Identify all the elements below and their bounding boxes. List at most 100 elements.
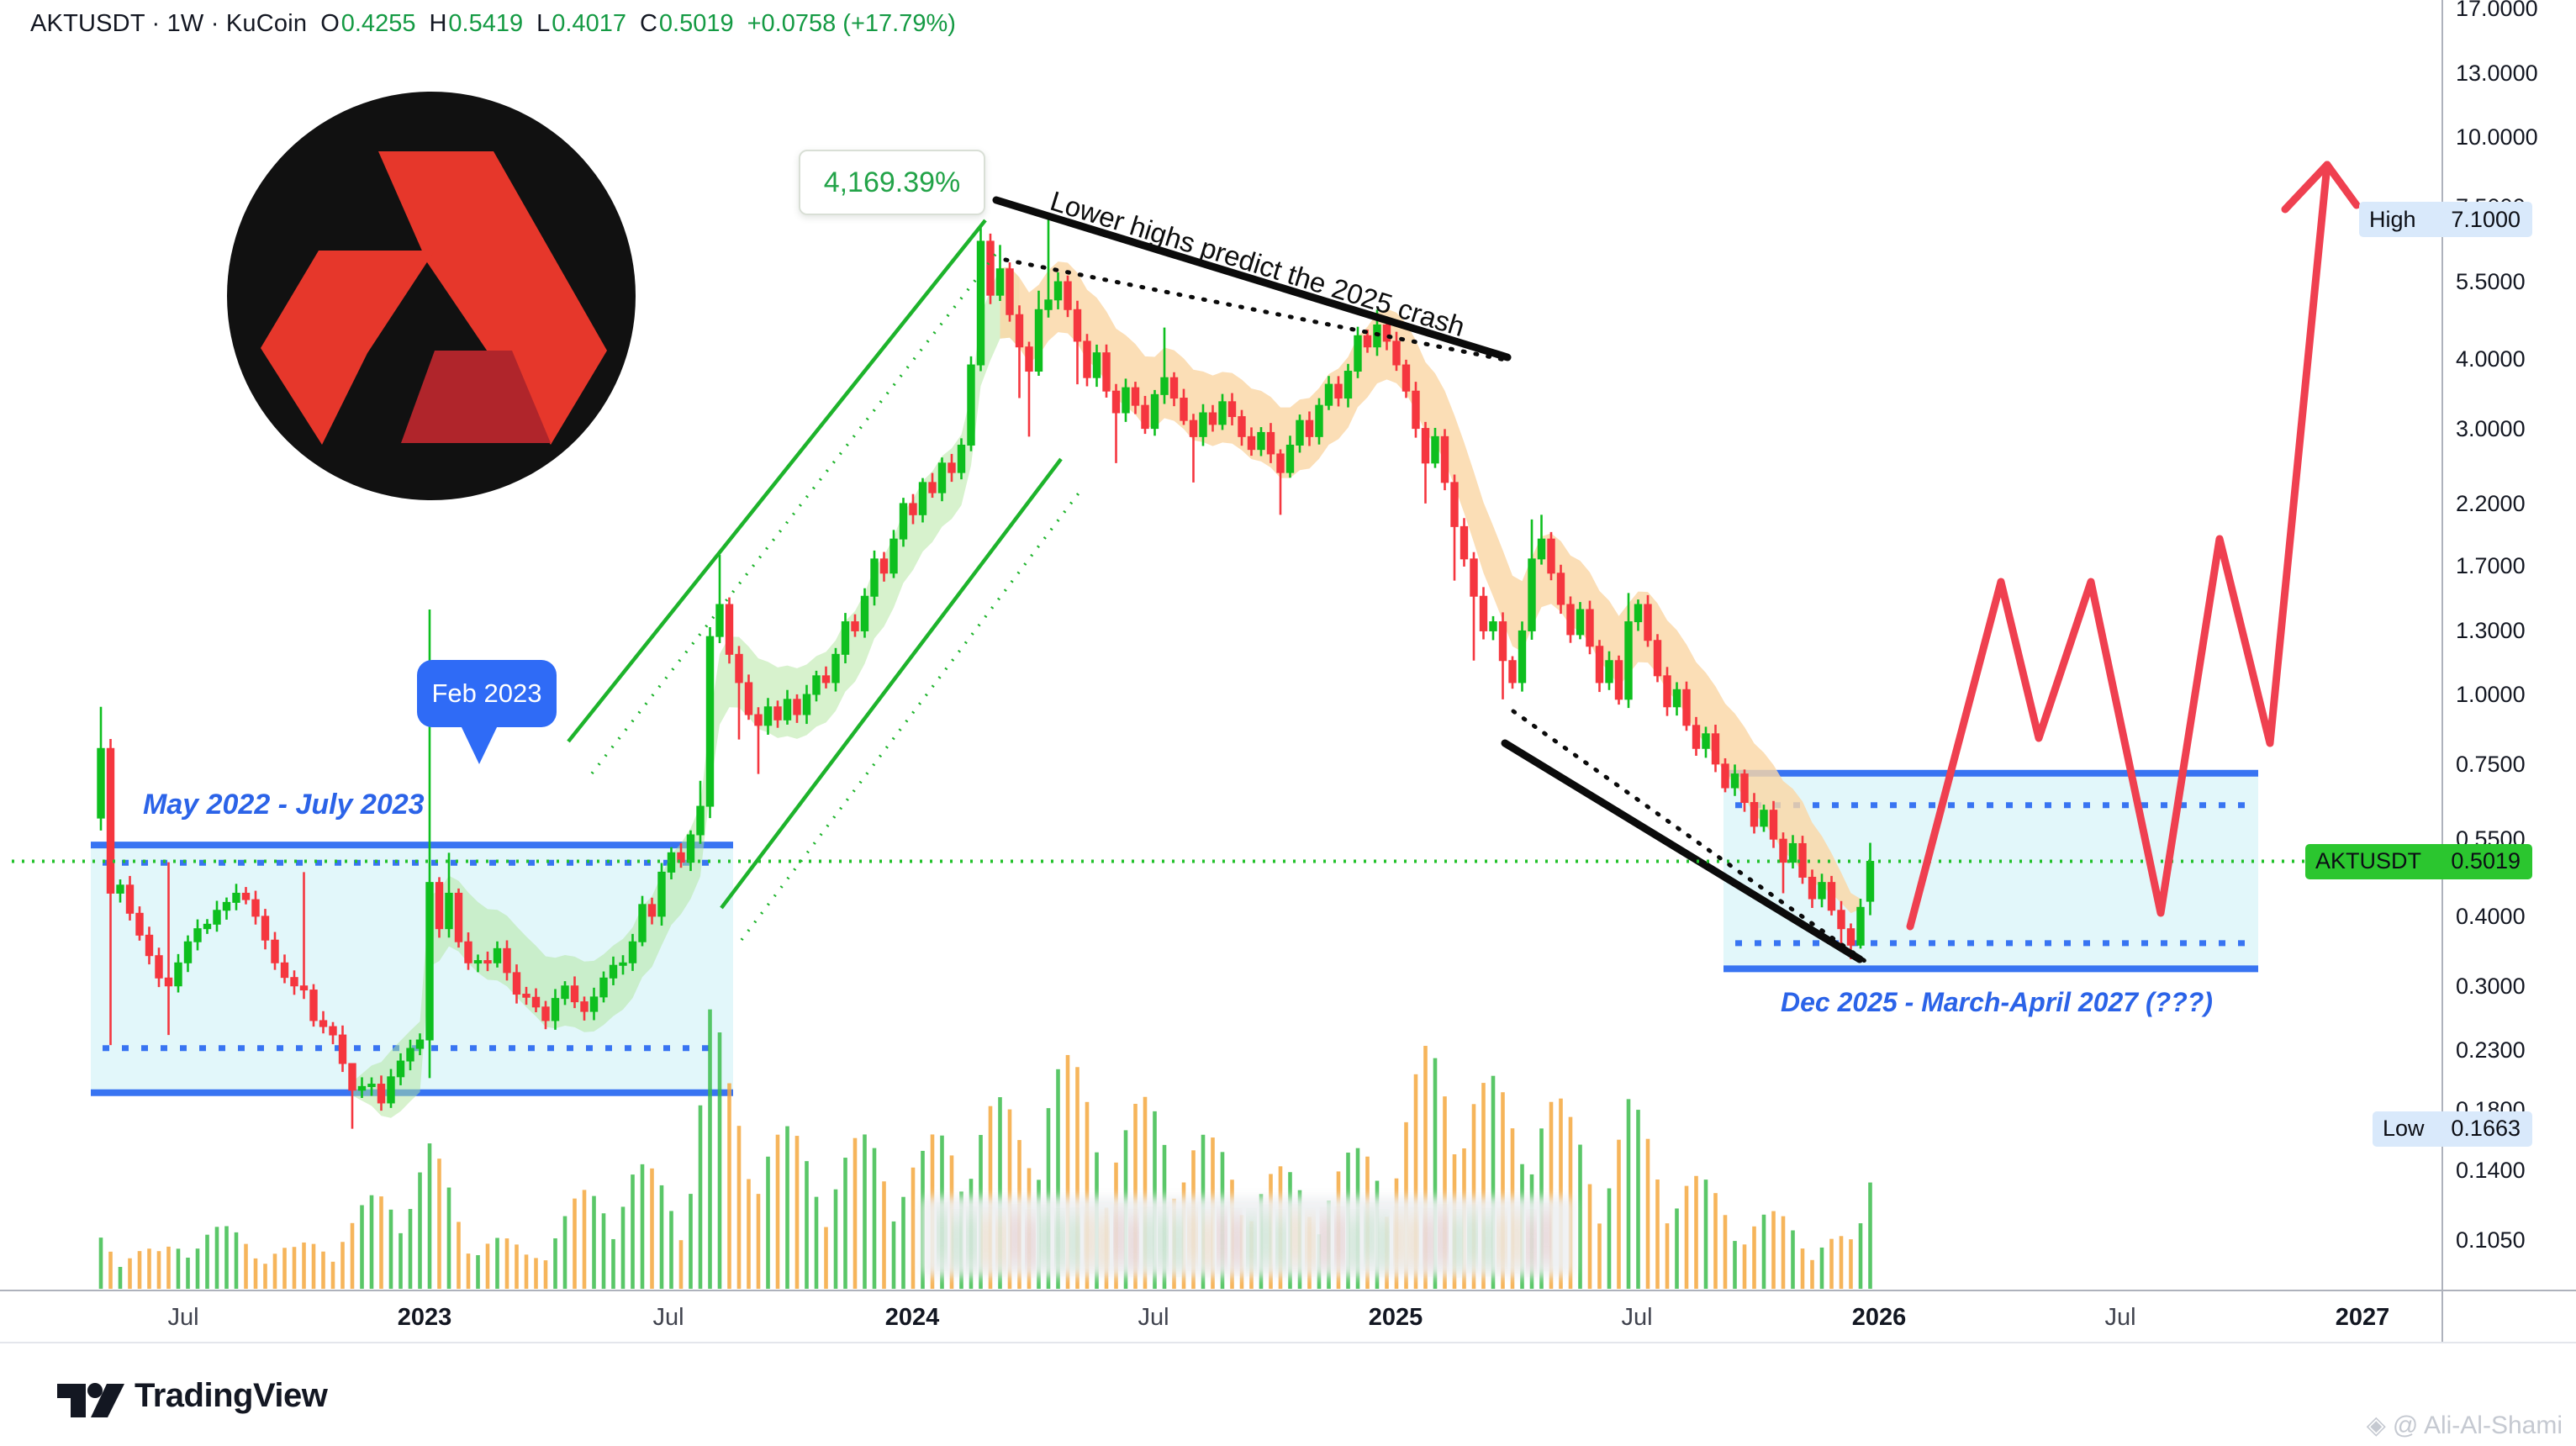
- volume-bar: [1694, 1175, 1698, 1289]
- volume-bar: [620, 1206, 626, 1289]
- candle-down: [735, 653, 743, 683]
- candle-down: [1653, 640, 1662, 677]
- trendline[interactable]: [1511, 709, 1867, 963]
- candle-down: [1711, 733, 1720, 765]
- volume-bar: [814, 1196, 819, 1289]
- candle-down: [1276, 453, 1285, 473]
- feb-2023-callout[interactable]: Feb 2023: [417, 660, 557, 764]
- candle-up: [870, 558, 879, 597]
- year-tick-label: 2027: [2335, 1304, 2390, 1331]
- candle-down: [319, 1020, 328, 1027]
- channel-line[interactable]: [567, 219, 987, 743]
- low-price-badge: Low 0.1663: [2373, 1111, 2532, 1147]
- price-tick-label: 5.5000: [2456, 269, 2526, 295]
- candle-down: [1227, 401, 1237, 418]
- volume-bar: [418, 1172, 422, 1289]
- volume-bar: [717, 1032, 722, 1289]
- volume-bar: [186, 1257, 190, 1289]
- projection-zigzag[interactable]: [1906, 161, 2331, 931]
- volume-bar: [282, 1248, 287, 1289]
- volume-bar: [1491, 1075, 1496, 1289]
- candle-up: [1354, 335, 1362, 372]
- blurred-blob: [1468, 1214, 1476, 1264]
- price-tick-label: 3.0000: [2456, 415, 2526, 441]
- candle-up: [1343, 371, 1353, 399]
- candle-down: [1721, 763, 1729, 789]
- candle-down: [1556, 573, 1565, 605]
- candle-down: [1470, 558, 1478, 597]
- blurred-blob: [1233, 1217, 1241, 1267]
- channel-line[interactable]: [590, 251, 999, 775]
- blurred-blob: [1512, 1215, 1521, 1264]
- channel-line[interactable]: [720, 457, 1063, 910]
- volume-bar: [1065, 1054, 1070, 1289]
- candle-up: [445, 892, 453, 930]
- candle-down: [1837, 910, 1845, 930]
- candle-down: [164, 977, 173, 987]
- candle-down: [1663, 675, 1671, 708]
- volume-bar: [1443, 1096, 1447, 1289]
- tradingview-logo[interactable]: TradingView: [57, 1377, 328, 1415]
- candle-down: [1180, 398, 1188, 421]
- trendline[interactable]: [1003, 257, 1512, 363]
- blurred-blob: [1350, 1218, 1359, 1268]
- candle-down: [986, 240, 995, 296]
- volume-bar: [1655, 1179, 1660, 1289]
- blurred-blob: [1115, 1212, 1123, 1262]
- candle-down: [821, 675, 831, 683]
- candle-down: [241, 892, 251, 900]
- volume-bar: [205, 1234, 209, 1289]
- volume-bar: [1481, 1083, 1486, 1289]
- volume-bar: [388, 1209, 393, 1289]
- candle-up: [1160, 377, 1169, 395]
- gain-percent-label[interactable]: 4,169.39%: [799, 150, 985, 215]
- volume-bar: [1597, 1223, 1602, 1289]
- blurred-blob: [1380, 1218, 1388, 1268]
- candle-down: [377, 1084, 386, 1104]
- symbol-title[interactable]: AKTUSDT · 1W · KuCoin: [30, 10, 308, 37]
- volume-bar: [1791, 1230, 1795, 1289]
- month-tick-label: Jul: [1621, 1304, 1653, 1331]
- candle-up: [1092, 352, 1101, 378]
- trendline[interactable]: [1501, 739, 1864, 963]
- last-badge-value: 0.5019: [2451, 848, 2521, 874]
- volume-bar: [118, 1266, 123, 1289]
- candle-down: [647, 904, 657, 917]
- blurred-blob: [1497, 1217, 1506, 1267]
- volume-bar: [437, 1158, 441, 1289]
- candle-up: [628, 941, 637, 963]
- volume-bar: [156, 1251, 161, 1289]
- blurred-blob: [1542, 1212, 1550, 1262]
- candle-down: [155, 955, 163, 979]
- last-price-badge: AKTUSDT 0.5019: [2305, 843, 2532, 879]
- volume-bar: [775, 1134, 780, 1289]
- volume-bar: [214, 1227, 219, 1289]
- candle-up: [203, 923, 212, 930]
- candle-down: [773, 706, 782, 720]
- candle-down: [879, 558, 889, 574]
- candle-down: [909, 503, 917, 515]
- candle-down: [1266, 431, 1275, 455]
- volume-bar: [515, 1244, 519, 1289]
- volume-bar: [901, 1196, 905, 1289]
- volume-bar: [1559, 1098, 1563, 1289]
- candle-down: [1682, 689, 1691, 726]
- month-tick-label: Jul: [2104, 1304, 2136, 1331]
- volume-bar: [321, 1251, 325, 1289]
- last-badge-symbol: AKTUSDT: [2315, 848, 2422, 874]
- volume-bar: [446, 1187, 451, 1289]
- candle-up: [1315, 404, 1323, 437]
- volume-bar: [1665, 1223, 1670, 1289]
- blurred-blob: [982, 1216, 990, 1266]
- candle-up: [1199, 412, 1207, 437]
- candle-up: [1605, 660, 1613, 683]
- blurred-blob: [1100, 1218, 1108, 1268]
- volume-bar: [1810, 1259, 1814, 1289]
- blurred-blob: [1365, 1212, 1374, 1262]
- candle-up: [763, 706, 773, 726]
- trendline[interactable]: [992, 196, 1512, 362]
- blurred-blob: [1070, 1217, 1079, 1267]
